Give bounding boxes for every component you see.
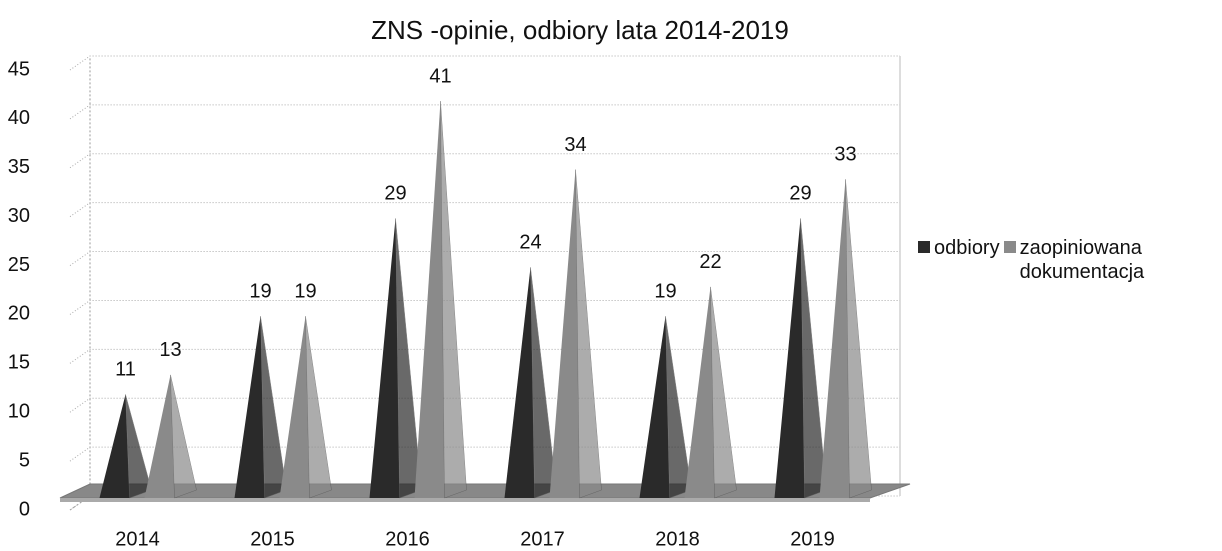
grid-line: [69, 397, 900, 413]
legend-swatch: [1003, 241, 1016, 253]
pyramid-face: [99, 394, 130, 498]
data-label: 13: [159, 339, 181, 361]
legend-item: zaopiniowana dokumentacja: [1003, 236, 1180, 284]
x-tick-label: 2017: [520, 528, 565, 550]
grid-line: [69, 348, 900, 364]
pyramid: [504, 267, 557, 499]
data-label: 24: [519, 232, 541, 254]
data-label: 34: [564, 134, 586, 156]
data-label: 11: [115, 359, 136, 381]
pyramid-side: [170, 374, 197, 499]
legend-swatch: [918, 241, 930, 253]
grid-line: [69, 251, 900, 266]
pyramid-face: [549, 169, 580, 499]
pyramid-side: [530, 267, 557, 499]
pyramid-side: [440, 101, 467, 499]
pyramid-side: [260, 316, 287, 499]
y-tick-label: 20: [8, 303, 30, 325]
y-tick-label: 25: [8, 254, 30, 276]
pyramid-face: [369, 218, 400, 498]
legend-label: odbiory: [934, 237, 1000, 259]
y-tick-label: 10: [8, 401, 30, 423]
x-tick-label: 2016: [385, 528, 430, 550]
grid-line: [69, 299, 900, 315]
pyramid: [819, 179, 872, 499]
y-tick-label: 40: [8, 107, 30, 129]
pyramid: [99, 394, 152, 499]
floor-front: [60, 498, 870, 502]
pyramid: [774, 218, 827, 499]
pyramid-side: [125, 394, 152, 499]
pyramid: [279, 316, 332, 499]
data-label: 19: [249, 281, 271, 303]
y-tick-label: 45: [8, 58, 30, 80]
pyramid-side: [800, 218, 827, 499]
pyramid-face: [279, 316, 310, 498]
pyramid-face: [684, 286, 715, 498]
pyramid-face: [639, 316, 670, 498]
y-tick-label: 35: [8, 156, 30, 178]
pyramid-side: [395, 218, 422, 499]
data-label: 33: [834, 144, 856, 166]
grid-line: [69, 446, 900, 462]
data-label: 41: [429, 65, 451, 87]
pyramid-side: [305, 316, 332, 499]
pyramid: [684, 286, 737, 499]
x-tick-label: 2014: [115, 528, 160, 550]
x-tick-label: 2015: [250, 528, 295, 550]
pyramid: [369, 218, 422, 499]
y-tick-label: 5: [19, 449, 30, 471]
grid-line: [69, 153, 900, 169]
chart-title: ZNS -opinie, odbiory lata 2014-2019: [371, 15, 789, 45]
pyramid-face: [144, 374, 175, 498]
pyramid: [234, 316, 287, 499]
wall: [69, 56, 91, 511]
legend: odbiory zaopiniowana dokumentacja: [918, 236, 1184, 284]
pyramid-side: [575, 169, 602, 499]
pyramid-face: [774, 218, 805, 498]
pyramid-side: [665, 316, 692, 499]
pyramid-face: [819, 179, 850, 499]
x-tick-label: 2018: [655, 528, 700, 550]
grid-line: [69, 55, 900, 71]
y-tick-label: 15: [8, 352, 30, 374]
y-tick-label: 0: [19, 498, 30, 520]
pyramid: [639, 316, 692, 499]
data-label: 29: [789, 183, 811, 205]
pyramid-face: [414, 101, 445, 498]
pyramid: [549, 169, 602, 499]
y-tick-label: 30: [8, 205, 30, 227]
pyramid-face: [234, 316, 265, 498]
data-label: 19: [294, 281, 316, 303]
pyramid: [144, 374, 197, 499]
data-label: 19: [654, 281, 676, 303]
pyramid-face: [504, 267, 535, 498]
x-tick-label: 2019: [790, 528, 835, 550]
legend-item: odbiory: [918, 236, 1000, 284]
pyramid: [414, 101, 467, 499]
pyramid-side: [710, 286, 737, 499]
grid-line: [69, 202, 900, 218]
pyramid-side: [845, 179, 872, 499]
legend-label: zaopiniowana dokumentacja: [1019, 237, 1145, 283]
grid-line: [69, 104, 900, 120]
data-label: 22: [699, 251, 721, 273]
data-label: 29: [384, 183, 406, 205]
